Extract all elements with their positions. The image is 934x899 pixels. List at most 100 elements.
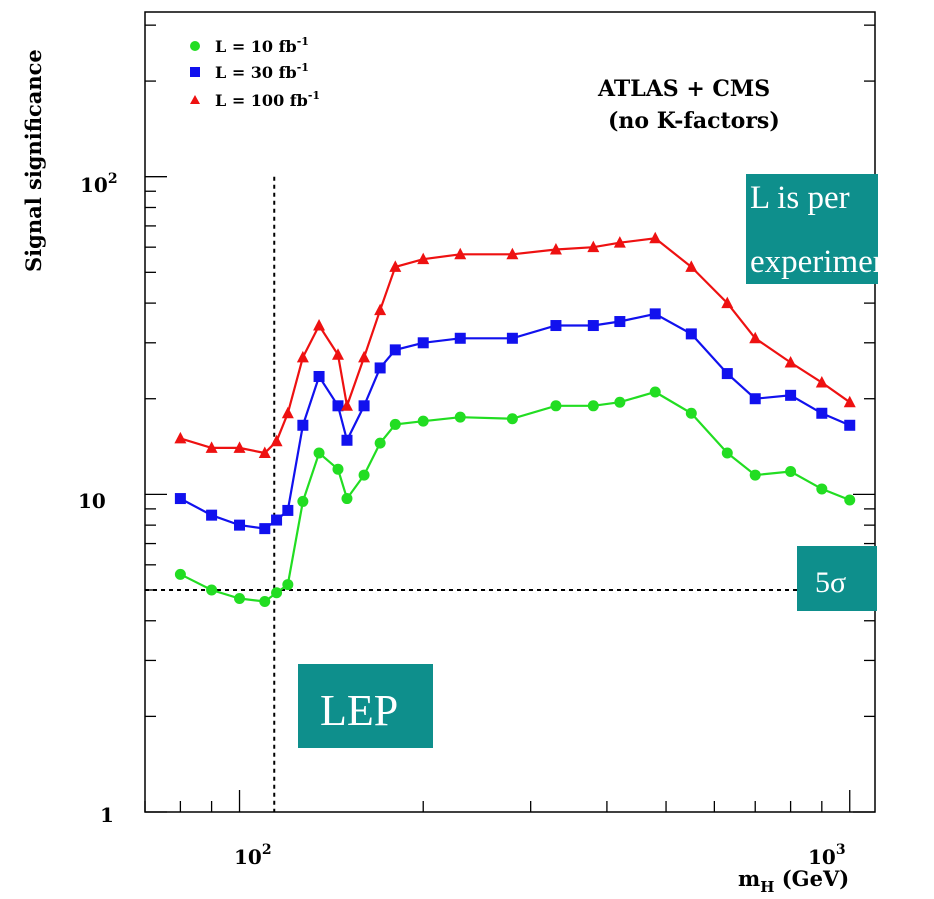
- series-layer: [174, 231, 856, 607]
- sigma-box-bg: [797, 546, 877, 611]
- series-2-point-23: [784, 356, 797, 368]
- series-1-point-18: [614, 316, 626, 328]
- series-0-point-20: [685, 407, 697, 419]
- note-line-1: L is per: [750, 180, 850, 216]
- y-tick-label-1: 1: [100, 803, 114, 827]
- series-2-point-10: [358, 350, 371, 363]
- series-1-point-2: [234, 519, 246, 531]
- series-2-point-7: [313, 319, 326, 331]
- series-0-point-23: [785, 466, 797, 478]
- note-box: L is per experiment: [746, 174, 898, 284]
- x-tick-label-1000: 103: [808, 842, 846, 869]
- series-1-point-9: [341, 434, 353, 446]
- series-0-point-9: [341, 493, 353, 505]
- legend-label-30: L = 30 fb-1: [215, 61, 309, 82]
- series-2-point-24: [815, 375, 828, 388]
- y-tick-label-10: 10: [78, 489, 106, 513]
- note-line-2: experiment: [750, 244, 898, 280]
- series-0-point-13: [417, 415, 429, 427]
- series-1-point-22: [749, 393, 761, 405]
- sigma-box: 5σ: [797, 546, 877, 611]
- series-1-point-14: [454, 332, 466, 344]
- series-0-point-6: [297, 495, 309, 507]
- series-2-point-18: [613, 236, 626, 248]
- series-0-point-2: [234, 593, 246, 605]
- series-1-point-13: [417, 337, 429, 349]
- series-2-point-15: [506, 247, 519, 260]
- series-2-point-13: [417, 252, 430, 265]
- series-0-point-12: [389, 418, 401, 430]
- series-1-point-1: [206, 509, 218, 521]
- series-1-point-8: [332, 400, 344, 412]
- series-1-point-16: [550, 320, 562, 332]
- series-2-point-5: [281, 406, 294, 419]
- series-2-point-2: [233, 441, 246, 453]
- series-1-point-21: [721, 368, 733, 380]
- series-1-point-4: [271, 514, 283, 526]
- series-2-point-21: [721, 296, 734, 309]
- lep-box: LEP: [298, 664, 433, 748]
- series-0-point-10: [358, 469, 370, 481]
- plot-frame: [144, 11, 876, 813]
- series-2-point-14: [454, 247, 467, 260]
- series-1-point-19: [649, 308, 661, 320]
- note-box-bg: [746, 174, 878, 284]
- series-1-point-0: [174, 493, 186, 505]
- series-0-point-22: [749, 469, 761, 481]
- series-2-point-16: [549, 242, 562, 255]
- series-0-point-7: [313, 447, 325, 459]
- legend: L = 10 fb-1 L = 30 fb-1 L = 100 fb-1: [190, 35, 320, 110]
- series-0-point-25: [844, 494, 856, 506]
- sigma-label: 5σ: [815, 566, 846, 599]
- series-1-point-6: [297, 419, 309, 431]
- series-0-point-1: [206, 584, 218, 596]
- series-2-point-25: [843, 395, 856, 408]
- series-2-point-19: [649, 231, 662, 244]
- y-axis-title: Signal significance: [21, 49, 46, 272]
- series-1-point-24: [816, 407, 828, 419]
- series-line-2: [180, 237, 851, 455]
- series-0-point-16: [550, 400, 562, 412]
- series-2-point-1: [205, 441, 218, 453]
- series-0-point-21: [721, 447, 733, 459]
- lep-box-bg: [298, 664, 433, 748]
- series-1-point-7: [313, 370, 325, 382]
- series-0-point-5: [282, 579, 294, 591]
- series-0-point-4: [271, 587, 283, 599]
- series-1-point-11: [374, 362, 386, 374]
- series-2-point-20: [685, 260, 698, 272]
- x-tick-label-100: 102: [234, 842, 272, 869]
- series-2-point-9: [340, 399, 353, 411]
- series-1-point-25: [844, 419, 856, 431]
- series-0-point-19: [649, 386, 661, 398]
- series-0-point-18: [614, 396, 626, 408]
- series-0-point-14: [454, 411, 466, 423]
- series-0-point-24: [816, 483, 828, 495]
- legend-marker-100: [190, 95, 200, 104]
- chart-title-line1: ATLAS + CMS: [597, 76, 770, 102]
- series-0-point-3: [259, 595, 271, 607]
- series-0-point-15: [506, 413, 518, 425]
- series-2-point-8: [331, 348, 344, 360]
- series-2-point-17: [587, 240, 600, 253]
- series-0-point-8: [332, 463, 344, 475]
- series-0-point-17: [587, 400, 599, 412]
- series-0-point-11: [374, 437, 386, 449]
- series-2-point-3: [258, 446, 271, 458]
- series-2-point-11: [374, 303, 387, 316]
- series-1-point-12: [389, 344, 401, 356]
- series-1-point-5: [282, 504, 294, 516]
- series-2-point-12: [389, 260, 402, 272]
- series-1-point-23: [785, 389, 797, 401]
- chart-title-line2: (no K-factors): [608, 108, 780, 134]
- legend-marker-30: [190, 67, 200, 77]
- y-tick-label-100: 102: [80, 171, 118, 197]
- series-1-point-17: [587, 320, 599, 332]
- series-1-point-20: [685, 328, 697, 340]
- legend-label-100: L = 100 fb-1: [215, 89, 320, 110]
- series-1-point-3: [259, 523, 271, 535]
- series-2-point-22: [749, 331, 762, 344]
- lep-label: LEP: [320, 686, 398, 735]
- series-2-point-4: [270, 434, 283, 447]
